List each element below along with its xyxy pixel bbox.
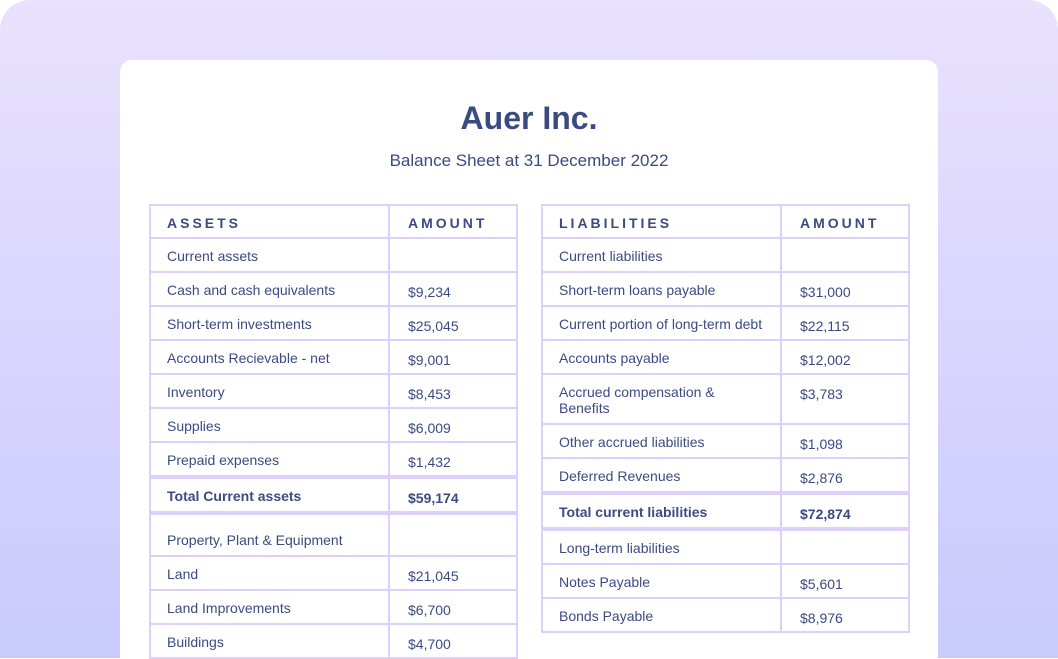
table-row: Deferred Revenues $2,876 — [541, 457, 910, 494]
table-row: Current assets — [149, 237, 518, 273]
total-row: Total Current assets $59,174 — [149, 475, 518, 515]
table-row: Prepaid expenses $1,432 — [149, 441, 518, 478]
row-amount: $8,976 — [780, 597, 910, 633]
row-label: Current liabilities — [541, 237, 782, 273]
row-amount: $9,234 — [388, 271, 518, 307]
liabilities-header: LIABILITIES — [541, 204, 782, 239]
row-amount: $22,115 — [780, 305, 910, 341]
row-amount: $21,045 — [388, 555, 518, 591]
table-row: Property, Plant & Equipment — [149, 512, 518, 557]
row-amount — [780, 237, 910, 273]
row-amount: $2,876 — [780, 457, 910, 494]
row-label: Current portion of long-term debt — [541, 305, 782, 341]
row-amount: $59,174 — [388, 475, 518, 515]
table-row: Short-term investments $25,045 — [149, 305, 518, 341]
row-amount: $8,453 — [388, 373, 518, 409]
row-amount: $6,700 — [388, 589, 518, 625]
row-label: Prepaid expenses — [149, 441, 390, 478]
table-row: Land $21,045 — [149, 555, 518, 591]
row-amount: $1,098 — [780, 423, 910, 459]
row-label: Buildings — [149, 623, 390, 659]
company-title: Auer Inc. — [460, 100, 598, 136]
row-label: Current assets — [149, 237, 390, 273]
row-label: Land — [149, 555, 390, 591]
row-amount — [388, 237, 518, 273]
row-label: Short-term investments — [149, 305, 390, 341]
table-row: Long-term liabilities — [541, 528, 910, 565]
table-row: Short-term loans payable $31,000 — [541, 271, 910, 307]
balance-sheet-subtitle: Balance Sheet at 31 December 2022 — [389, 151, 669, 170]
amount-header: AMOUNT — [388, 204, 518, 239]
table-row: Buildings $4,700 — [149, 623, 518, 659]
row-label: Accrued compensation & Benefits — [541, 373, 782, 425]
row-amount: $12,002 — [780, 339, 910, 375]
row-amount: $25,045 — [388, 305, 518, 341]
table-row: Accrued compensation & Benefits $3,783 — [541, 373, 910, 425]
row-label: Cash and cash equivalents — [149, 271, 390, 307]
row-label: Long-term liabilities — [541, 528, 782, 565]
row-amount — [780, 528, 910, 565]
row-amount: $6,009 — [388, 407, 518, 443]
table-row: Current liabilities — [541, 237, 910, 273]
table-row: Accounts payable $12,002 — [541, 339, 910, 375]
row-label: Total Current assets — [149, 475, 390, 515]
row-label: Inventory — [149, 373, 390, 409]
row-label: Property, Plant & Equipment — [149, 512, 390, 557]
row-amount: $5,601 — [780, 563, 910, 599]
row-label: Other accrued liabilities — [541, 423, 782, 459]
assets-header: ASSETS — [149, 204, 390, 239]
amount-header: AMOUNT — [780, 204, 910, 239]
row-amount — [388, 512, 518, 557]
table-row: Notes Payable $5,601 — [541, 563, 910, 599]
row-label: Total current liabilities — [541, 491, 782, 531]
row-label: Bonds Payable — [541, 597, 782, 633]
row-amount: $4,700 — [388, 623, 518, 659]
table-row: Current portion of long-term debt $22,115 — [541, 305, 910, 341]
row-label: Accounts payable — [541, 339, 782, 375]
row-label: Accounts Recievable - net — [149, 339, 390, 375]
row-amount: $31,000 — [780, 271, 910, 307]
table-header-row: ASSETS AMOUNT — [149, 204, 518, 239]
row-label: Supplies — [149, 407, 390, 443]
row-amount: $72,874 — [780, 491, 910, 531]
row-amount: $1,432 — [388, 441, 518, 478]
row-label: Short-term loans payable — [541, 271, 782, 307]
table-row: Land Improvements $6,700 — [149, 589, 518, 625]
row-amount: $9,001 — [388, 339, 518, 375]
table-row: Other accrued liabilities $1,098 — [541, 423, 910, 459]
table-row: Supplies $6,009 — [149, 407, 518, 443]
assets-table: ASSETS AMOUNT Current assets Cash and cas… — [149, 204, 518, 659]
table-row: Cash and cash equivalents $9,234 — [149, 271, 518, 307]
row-label: Land Improvements — [149, 589, 390, 625]
table-row: Bonds Payable $8,976 — [541, 597, 910, 633]
liabilities-table: LIABILITIES AMOUNT Current liabilities Sh… — [541, 204, 910, 633]
table-header-row: LIABILITIES AMOUNT — [541, 204, 910, 239]
table-row: Inventory $8,453 — [149, 373, 518, 409]
balance-sheet-card: Auer Inc. Balance Sheet at 31 December 2… — [120, 60, 938, 659]
row-label: Deferred Revenues — [541, 457, 782, 494]
row-amount: $3,783 — [780, 373, 910, 425]
table-row: Accounts Recievable - net $9,001 — [149, 339, 518, 375]
row-label: Notes Payable — [541, 563, 782, 599]
total-row: Total current liabilities $72,874 — [541, 491, 910, 531]
